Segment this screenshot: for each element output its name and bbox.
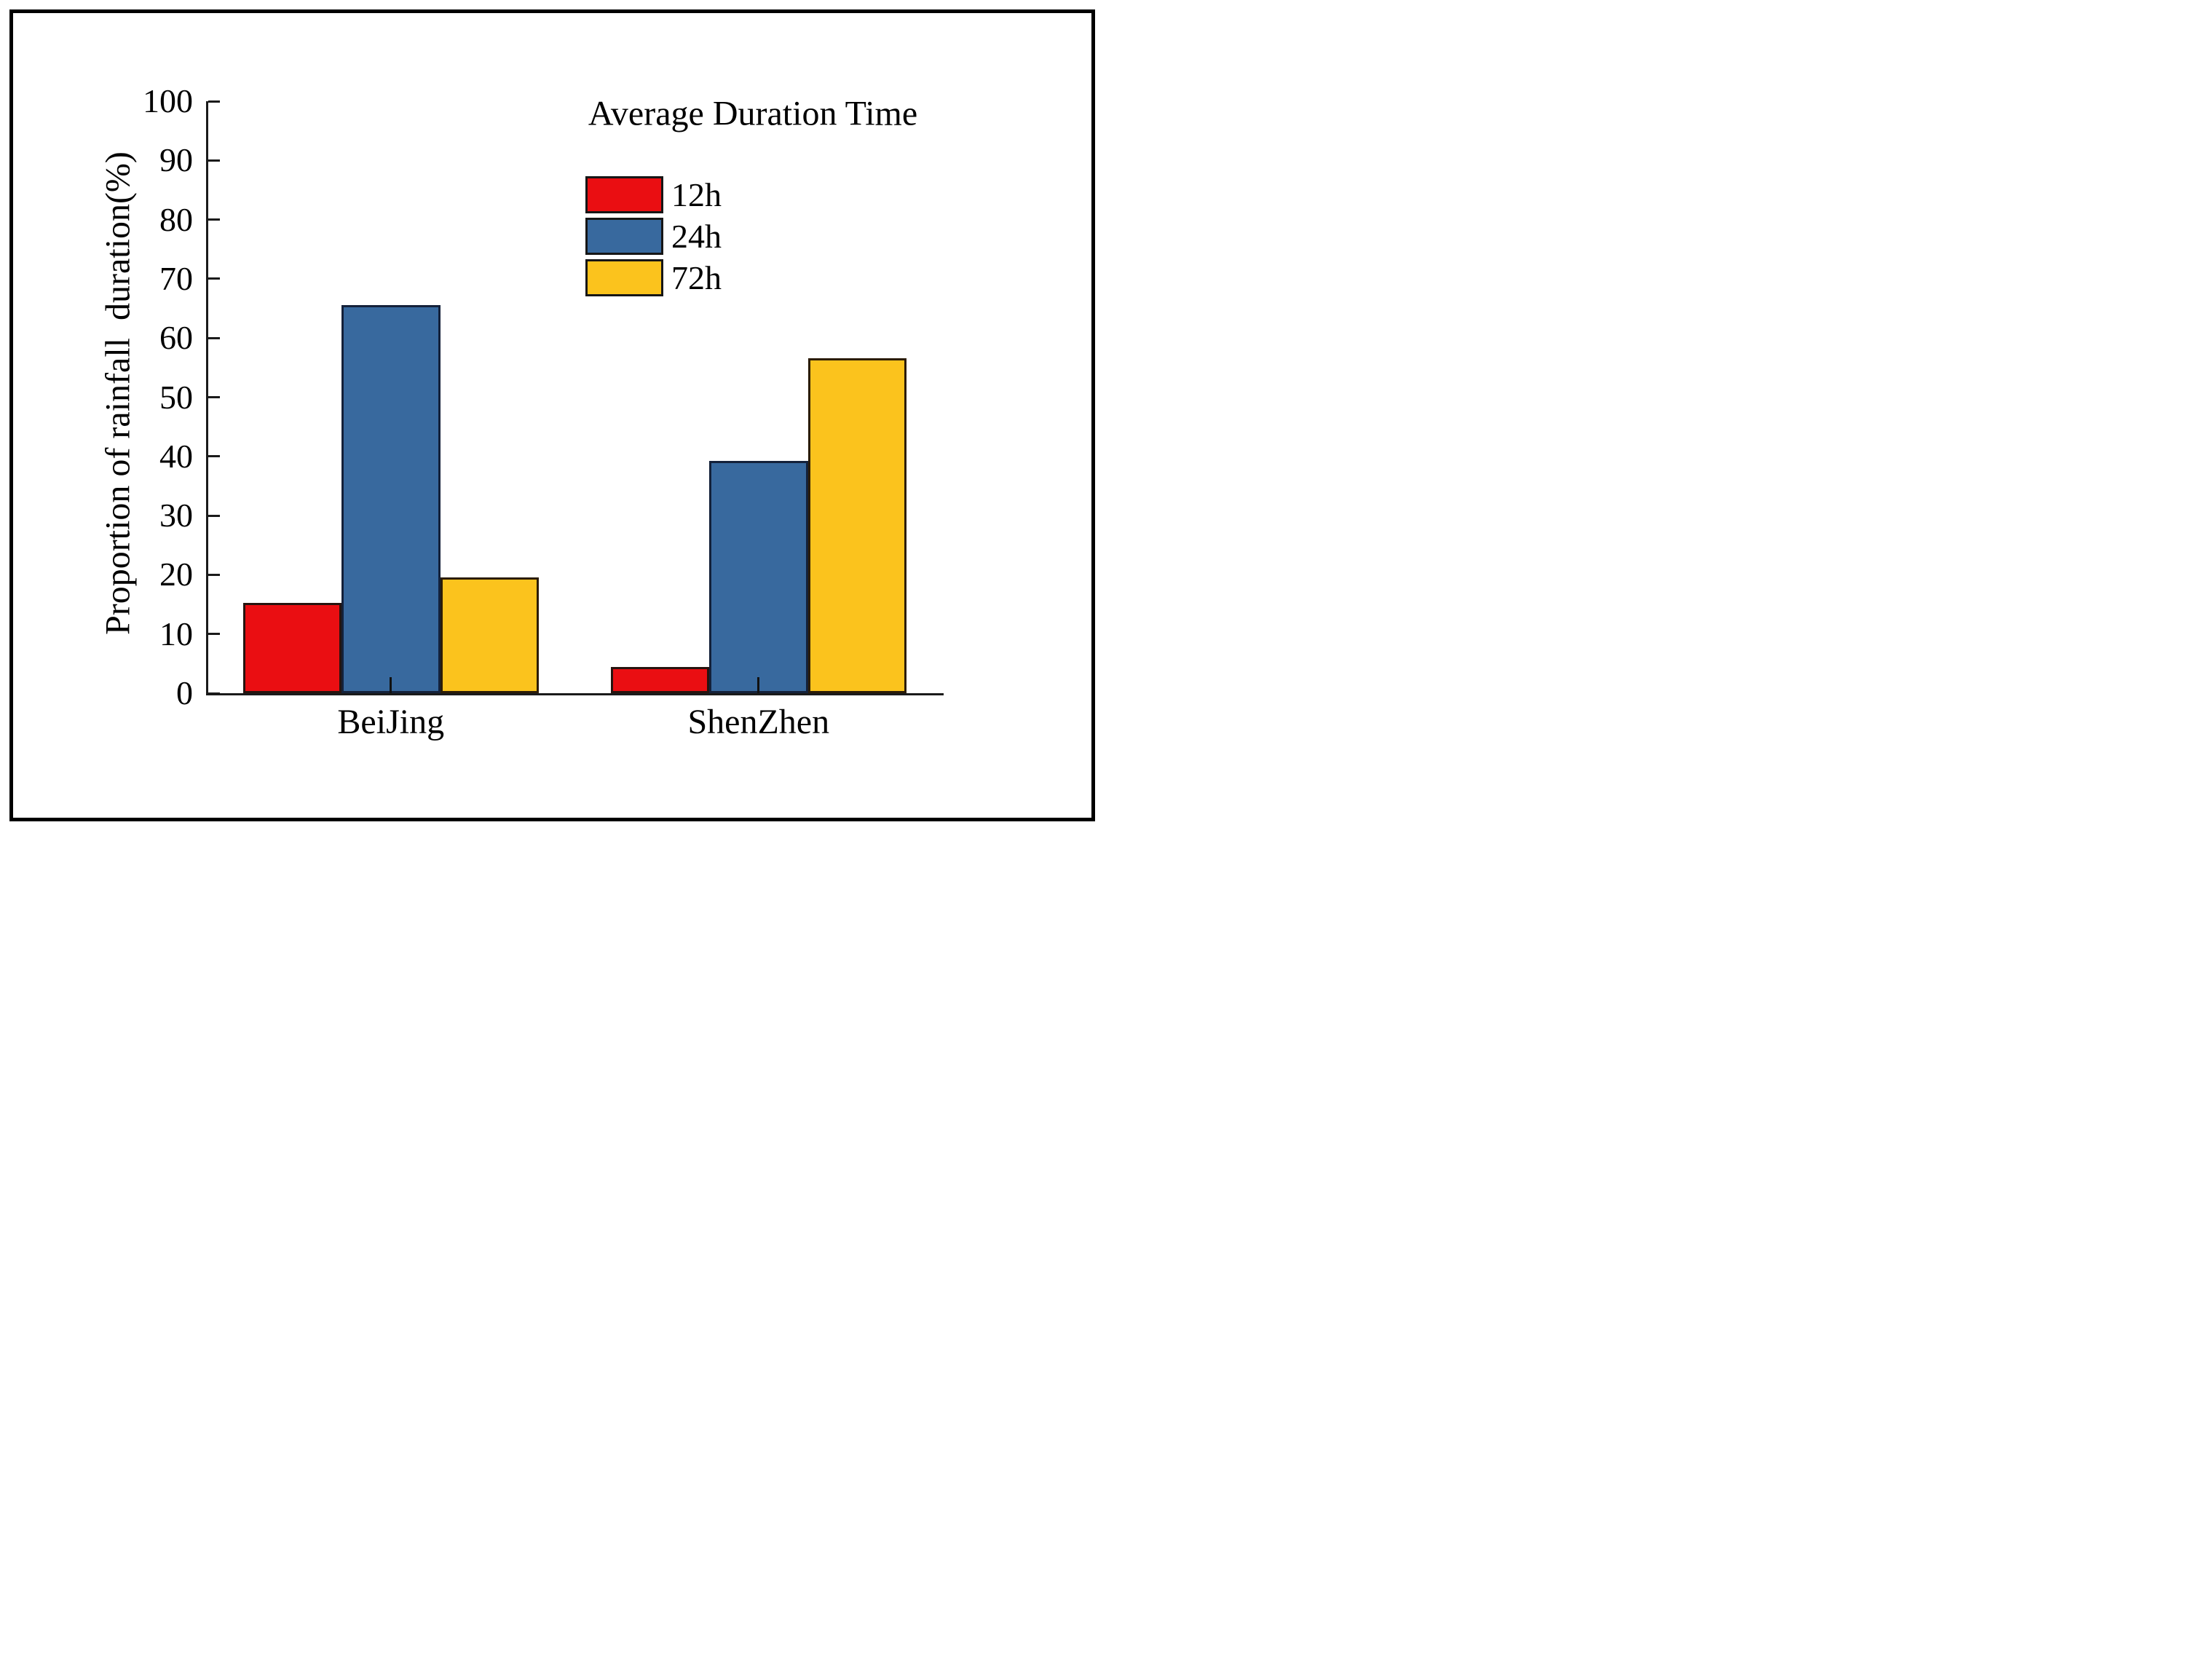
y-axis-tick <box>208 514 220 517</box>
x-axis-tick <box>757 677 760 693</box>
x-axis-tick <box>390 677 392 693</box>
bar-beijing-12h <box>242 603 341 693</box>
y-tick-label: 10 <box>159 615 193 652</box>
y-tick-label: 90 <box>159 141 193 179</box>
y-axis-tick <box>208 396 220 398</box>
y-axis-tick <box>208 692 220 695</box>
bar-shenzhen-24h <box>709 461 808 693</box>
legend-label-12h: 12h <box>671 176 722 213</box>
y-tick-label: 100 <box>143 82 193 119</box>
y-axis-spine <box>206 101 208 695</box>
legend-label-24h: 24h <box>671 218 722 255</box>
bar-shenzhen-72h <box>807 358 906 693</box>
y-tick-label: 70 <box>159 259 193 297</box>
y-tick-label: 60 <box>159 319 193 357</box>
legend-title: Average Duration Time <box>588 94 918 133</box>
y-tick-label: 0 <box>176 674 193 711</box>
y-tick-label: 80 <box>159 200 193 238</box>
y-axis-tick <box>208 100 220 103</box>
y-axis-tick <box>208 277 220 280</box>
category-label-beijing: BeiJing <box>337 703 445 741</box>
bar-beijing-72h <box>440 577 539 693</box>
y-axis-tick <box>208 455 220 458</box>
y-axis-tick <box>208 336 220 339</box>
x-axis-spine <box>206 693 944 695</box>
figure-border-frame <box>9 9 1095 821</box>
y-tick-label: 30 <box>159 497 193 534</box>
legend-swatch-12h <box>585 176 663 213</box>
y-tick-label: 50 <box>159 378 193 416</box>
figure-canvas: Proportion of rainfall duration(%) Avera… <box>0 0 1106 833</box>
y-tick-label: 20 <box>159 556 193 593</box>
y-tick-label: 40 <box>159 437 193 475</box>
y-axis-tick <box>208 633 220 636</box>
y-axis-tick <box>208 159 220 162</box>
legend-swatch-24h <box>585 218 663 255</box>
legend-swatch-72h <box>585 259 663 296</box>
y-axis-tick <box>208 218 220 221</box>
category-label-shenzhen: ShenZhen <box>687 703 830 741</box>
bar-shenzhen-12h <box>610 667 709 693</box>
legend-label-72h: 72h <box>671 259 722 296</box>
bar-beijing-24h <box>341 305 441 693</box>
y-axis-tick <box>208 573 220 576</box>
